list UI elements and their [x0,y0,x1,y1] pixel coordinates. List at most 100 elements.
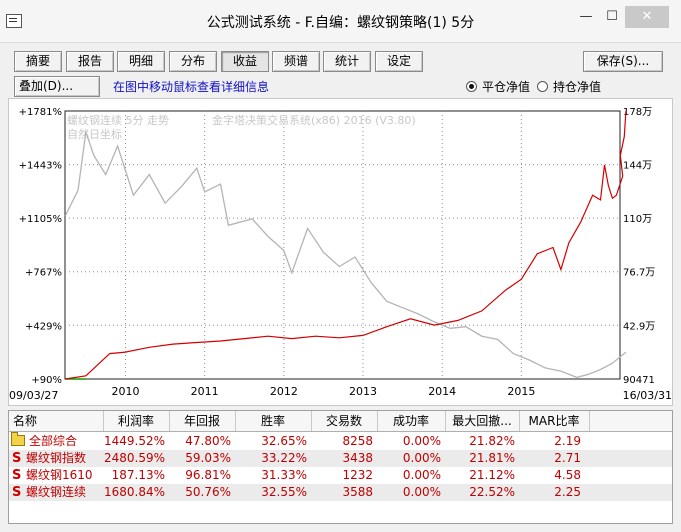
minimize-button[interactable]: — [579,9,593,24]
radio-hold-nav[interactable]: 持仓净值 [537,78,601,95]
row-annual: 47.80% [185,434,231,448]
radio-flat-nav[interactable]: 平仓净值 [466,78,530,95]
row-profit: 2480.59% [103,451,165,465]
price-line [64,131,627,379]
col-trades[interactable]: 交易数 [311,411,378,431]
overlay-label-2: 自然日坐标 [67,127,122,141]
y-left-tick-label: +1781% [19,107,62,118]
y-right-tick-label: 110万 [623,214,652,225]
app-icon [6,14,22,28]
col-profit[interactable]: 利润率 [103,411,170,431]
row-drawdown: 21.81% [469,451,515,465]
row-drawdown: 22.52% [469,485,515,499]
row-trades: 8258 [342,434,373,448]
table-row[interactable]: S 螺纹钢指数 2480.59% 59.03% 33.22% 3438 0.00%… [9,450,672,467]
x-tick-label: 2015 [507,385,535,398]
x-end-label: 16/03/31 [623,389,672,402]
tab-settings[interactable]: 设定 [375,51,423,72]
row-annual: 96.81% [185,468,231,482]
row-trades: 3438 [342,451,373,465]
col-drawdown[interactable]: 最大回撤... [445,411,520,431]
x-tick-label: 2013 [349,385,377,398]
row-annual: 59.03% [185,451,231,465]
col-name[interactable]: 名称 [9,411,104,431]
returns-chart[interactable]: +1781% 178万 +1443% 144万 +1105% 110万 +767% 76.7万… [9,99,672,405]
table-header: 名称 利润率 年回报 胜率 交易数 成功率 最大回撤... MAR比率 [9,411,672,432]
col-annual[interactable]: 年回报 [169,411,236,431]
y-left-tick-label: +90% [31,375,62,386]
row-win: 32.65% [261,434,307,448]
y-right-tick-label: 178万 [623,107,652,118]
row-name: 螺纹钢连续 [26,485,87,499]
row-win: 31.33% [261,468,307,482]
window-title: 公式测试系统 - F.自编：螺纹钢策略(1) 5分 [206,15,475,31]
row-win: 32.55% [261,485,307,499]
title-bar: 公式测试系统 - F.自编：螺纹钢策略(1) 5分 — ☐ ✕ [0,0,681,43]
grid-lines [65,111,620,379]
overlay-button[interactable]: 叠加(D)... [14,76,100,97]
x-tick-label: 2011 [191,385,219,398]
y-left-tick-label: +1105% [19,214,62,225]
results-table[interactable]: 名称 利润率 年回报 胜率 交易数 成功率 最大回撤... MAR比率 全部综合… [8,410,673,524]
y-right-tick-label: 90471 [623,375,655,386]
y-right-tick-label: 144万 [623,161,652,172]
row-drawdown: 21.82% [469,434,515,448]
row-win: 33.22% [261,451,307,465]
y-left-tick-label: +429% [25,321,62,332]
equity-line [65,110,627,380]
tab-statistics[interactable]: 统计 [323,51,371,72]
radio-hold-label: 持仓净值 [553,80,602,94]
row-profit: 187.13% [111,468,165,482]
tab-returns[interactable]: 收益 [221,51,269,72]
row-success: 0.00% [402,451,441,465]
overlay-label-1: 螺纹钢连续 5分 走势 [67,113,169,127]
radio-flat-label: 平仓净值 [482,80,531,94]
row-trades: 3588 [342,485,373,499]
hint-text: 在图中移动鼠标查看详细信息 [113,80,270,94]
row-annual: 50.76% [185,485,231,499]
returns-chart-panel[interactable]: +1781% 178万 +1443% 144万 +1105% 110万 +767% 76.7万… [8,98,673,406]
tab-spectrum[interactable]: 频谱 [272,51,320,72]
strategy-s-icon: S [12,485,22,500]
row-drawdown: 21.12% [469,468,515,482]
row-success: 0.00% [402,468,441,482]
row-mar: 2.19 [554,434,581,448]
radio-selected-icon [466,81,477,92]
row-mar: 4.58 [554,468,581,482]
y-left-tick-label: +1443% [19,161,62,172]
x-start-label: 09/03/27 [9,389,58,402]
tab-summary[interactable]: 摘要 [14,51,62,72]
row-name: 全部综合 [29,434,78,448]
y-right-tick-label: 76.7万 [623,268,655,279]
row-profit: 1680.84% [103,485,165,499]
tab-report[interactable]: 报告 [66,51,114,72]
col-win[interactable]: 胜率 [235,411,312,431]
tab-detail[interactable]: 明细 [117,51,165,72]
table-row[interactable]: 全部综合 1449.52% 47.80% 32.65% 8258 0.00% 2… [9,432,672,450]
table-row[interactable]: S 螺纹钢1610 187.13% 96.81% 31.33% 1232 0.00… [9,467,672,484]
close-button[interactable]: ✕ [625,6,669,28]
row-profit: 1449.52% [103,434,165,448]
col-success[interactable]: 成功率 [377,411,446,431]
save-button[interactable]: 保存(S)... [583,51,663,72]
maximize-button[interactable]: ☐ [606,9,618,24]
tab-distribution[interactable]: 分布 [169,51,217,72]
watermark: 金字塔决策交易系统(x86) 2016 (V3.80) [212,113,416,127]
row-name: 螺纹钢1610 [26,468,93,482]
row-success: 0.00% [402,434,441,448]
row-name: 螺纹钢指数 [26,451,87,465]
table-row[interactable]: S 螺纹钢连续 1680.84% 50.76% 32.55% 3588 0.00%… [9,484,672,501]
x-tick-label: 2014 [428,385,456,398]
row-mar: 2.25 [554,485,581,499]
folder-icon [11,432,25,446]
row-trades: 1232 [342,468,373,482]
row-success: 0.00% [402,485,441,499]
radio-unselected-icon [537,81,548,92]
y-right-tick-label: 42.9万 [623,321,655,332]
y-left-tick-label: +767% [25,268,62,279]
plot-frame [64,110,621,380]
col-mar[interactable]: MAR比率 [519,411,590,431]
strategy-s-icon: S [12,451,22,466]
x-tick-label: 2010 [112,385,140,398]
x-tick-label: 2012 [270,385,298,398]
